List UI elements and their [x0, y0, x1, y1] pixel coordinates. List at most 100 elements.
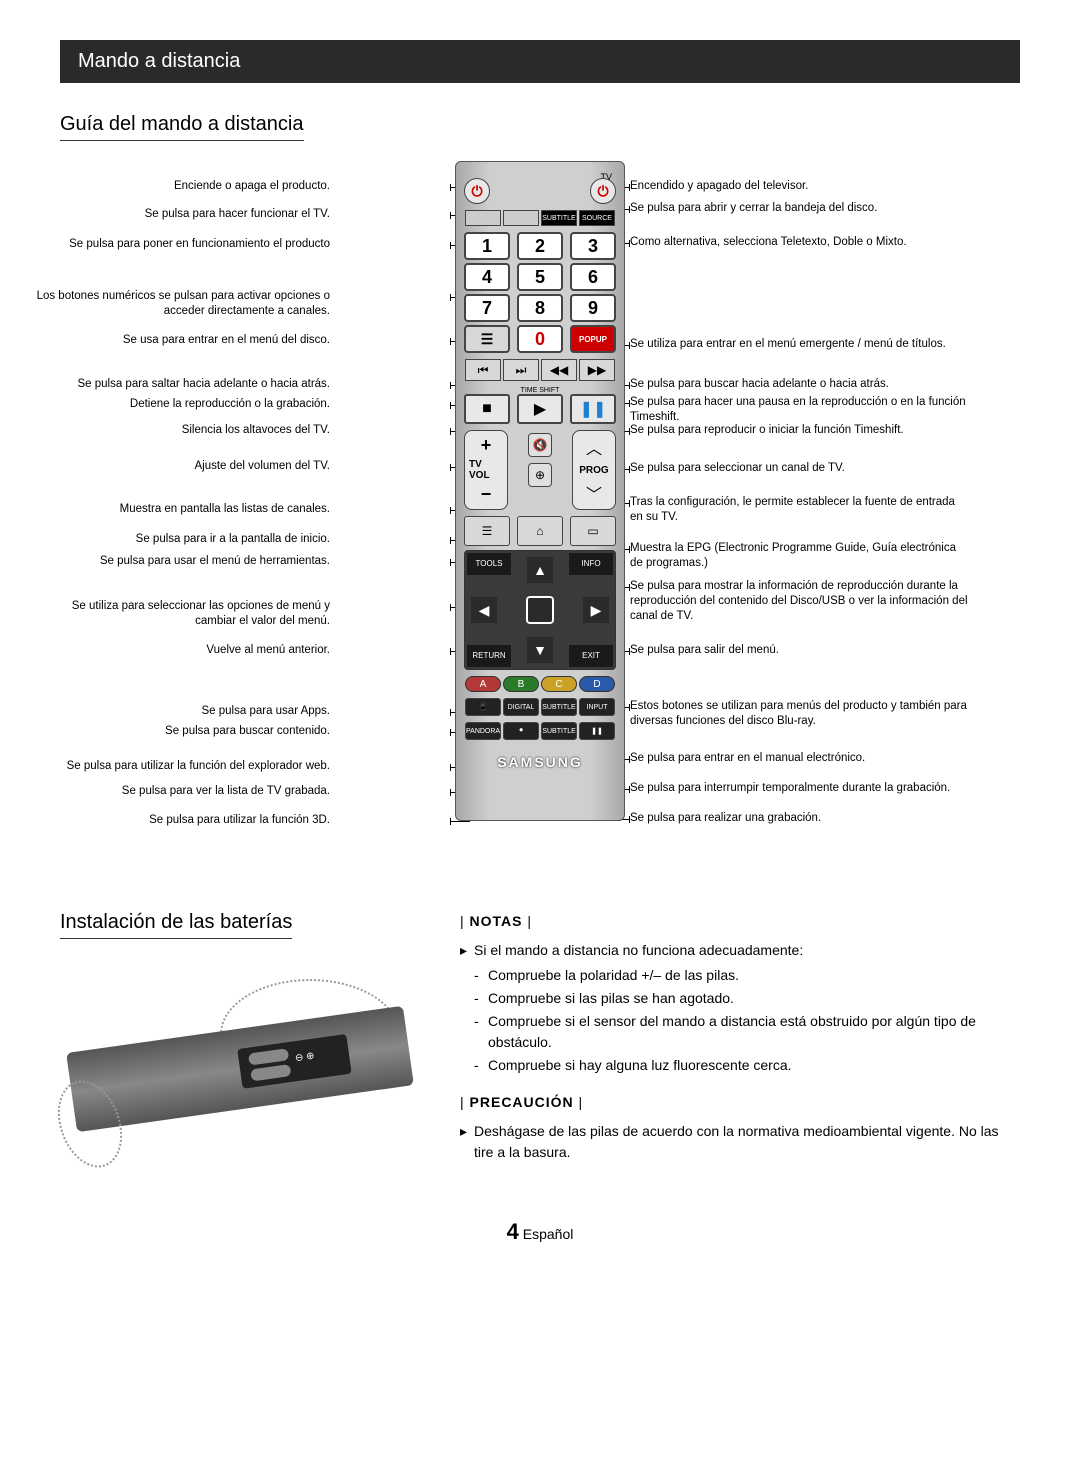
apps-button[interactable]: 📱: [465, 698, 501, 716]
prog-label: PROG: [579, 465, 608, 476]
subtitle-top-button[interactable]: SUBTITLE: [541, 210, 577, 226]
battery-illustration: ⊖ ⊕: [60, 979, 420, 1179]
num-9[interactable]: 9: [570, 294, 616, 322]
dpad-down[interactable]: ▼: [527, 637, 553, 663]
disc-menu-button[interactable]: ☰: [464, 325, 510, 353]
exit-button[interactable]: EXIT: [569, 645, 613, 667]
right-callout: Se pulsa para salir del menú.: [630, 643, 970, 658]
left-callout: Vuelve al menú anterior.: [30, 643, 330, 658]
return-button[interactable]: RETURN: [467, 645, 511, 667]
page-language: Español: [523, 1226, 574, 1242]
stop-button[interactable]: ■: [464, 394, 510, 424]
popup-button[interactable]: POPUP: [570, 325, 616, 353]
left-callout: Se pulsa para hacer funcionar el TV.: [30, 207, 330, 222]
note-item: Compruebe si hay alguna luz fluorescente…: [460, 1055, 1020, 1076]
play-button[interactable]: ▶: [517, 394, 563, 424]
left-callout: Se utiliza para seleccionar las opciones…: [30, 599, 330, 629]
color-b-button[interactable]: B: [503, 676, 539, 692]
rec-pause-button[interactable]: ❚❚: [579, 722, 615, 740]
brand-label: SAMSUNG: [464, 754, 616, 770]
section-title: Mando a distancia: [78, 50, 240, 72]
chlist-button[interactable]: ☰: [464, 516, 510, 546]
left-callout: Se usa para entrar en el menú del disco.: [30, 333, 330, 348]
num-1[interactable]: 1: [464, 232, 510, 260]
notes-header: NOTAS: [460, 911, 1020, 932]
dpad-area: TOOLS INFO RETURN EXIT ▲ ▼ ◀ ▶: [464, 550, 616, 670]
right-callout: Tras la configuración, le permite establ…: [630, 495, 970, 525]
color-a-button[interactable]: A: [465, 676, 501, 692]
sub2-button[interactable]: SUBTITLE: [541, 722, 577, 740]
skip-back-button[interactable]: ⏮: [465, 359, 501, 381]
num-6[interactable]: 6: [570, 263, 616, 291]
tv-power-button[interactable]: ⏻: [590, 178, 616, 204]
right-callout: Estos botones se utilizan para menús del…: [630, 699, 970, 729]
remote-body: TV ⏻ ⏻ SUBTITLE SOURCE 123 456 789 ☰ 0 P…: [455, 161, 625, 821]
num-0[interactable]: 0: [517, 325, 563, 353]
color-c-button[interactable]: C: [541, 676, 577, 692]
right-callout: Encendido y apagado del televisor.: [630, 179, 970, 194]
home-button[interactable]: ⌂: [517, 516, 563, 546]
left-callout: Silencia los altavoces del TV.: [30, 423, 330, 438]
left-callout: Muestra en pantalla las listas de canale…: [30, 502, 330, 517]
skip-fwd-button[interactable]: ⏭: [503, 359, 539, 381]
notes-intro: Si el mando a distancia no funciona adec…: [460, 940, 1020, 961]
left-callout: Se pulsa para poner en funcionamiento el…: [30, 237, 330, 252]
input-button[interactable]: INPUT: [579, 698, 615, 716]
right-callout: Muestra la EPG (Electronic Programme Gui…: [630, 541, 970, 571]
left-callout: Se pulsa para usar el menú de herramient…: [30, 554, 330, 569]
dpad-right[interactable]: ▶: [583, 597, 609, 623]
subtitle-button[interactable]: SUBTITLE: [541, 698, 577, 716]
pause-button[interactable]: ❚❚: [570, 394, 616, 424]
rec-list-button[interactable]: ⏺: [503, 722, 539, 740]
right-callout: Se pulsa para entrar en el manual electr…: [630, 751, 970, 766]
left-callout: Se pulsa para ver la lista de TV grabada…: [30, 784, 330, 799]
right-callout: Se pulsa para buscar hacia adelante o ha…: [630, 377, 970, 392]
left-callout: Se pulsa para utilizar la función del ex…: [30, 759, 330, 774]
left-callout: Se pulsa para saltar hacia adelante o ha…: [30, 377, 330, 392]
left-callout: Se pulsa para usar Apps.: [30, 704, 330, 719]
color-d-button[interactable]: D: [579, 676, 615, 692]
note-item: Compruebe si las pilas se han agotado.: [460, 988, 1020, 1009]
num-7[interactable]: 7: [464, 294, 510, 322]
num-4[interactable]: 4: [464, 263, 510, 291]
num-8[interactable]: 8: [517, 294, 563, 322]
left-callout: Se pulsa para ir a la pantalla de inicio…: [30, 532, 330, 547]
tools-button[interactable]: TOOLS: [467, 553, 511, 575]
dpad-up[interactable]: ▲: [527, 557, 553, 583]
power-button[interactable]: ⏻: [464, 178, 490, 204]
prog-rocker[interactable]: ︿ PROG ﹀: [572, 430, 616, 510]
right-callout: Se pulsa para hacer una pausa en la repr…: [630, 395, 970, 425]
section-title-bar: Mando a distancia: [60, 40, 1020, 83]
left-callout: Se pulsa para utilizar la función 3D.: [30, 813, 330, 828]
digital-button[interactable]: DIGITAL: [503, 698, 539, 716]
left-callout: Enciende o apaga el producto.: [30, 179, 330, 194]
func-button[interactable]: [465, 210, 501, 226]
volume-rocker[interactable]: + TV VOL −: [464, 430, 508, 510]
guide-button[interactable]: ▭: [570, 516, 616, 546]
guide-subtitle: Guía del mando a distancia: [60, 113, 304, 141]
caution-text: Deshágase de las pilas de acuerdo con la…: [460, 1121, 1020, 1163]
dpad-left[interactable]: ◀: [471, 597, 497, 623]
timeshift-label: TIME SHIFT: [464, 387, 616, 394]
info-button[interactable]: INFO: [569, 553, 613, 575]
connector-line: [450, 821, 470, 822]
note-item: Compruebe la polaridad +/– de las pilas.: [460, 965, 1020, 986]
remote-diagram: Enciende o apaga el producto.Se pulsa pa…: [60, 161, 1020, 881]
pandora-button[interactable]: PANDORA: [465, 722, 501, 740]
right-callout: Se pulsa para interrumpir temporalmente …: [630, 781, 970, 796]
num-2[interactable]: 2: [517, 232, 563, 260]
mute-button[interactable]: 🔇: [528, 433, 552, 457]
left-callout: Ajuste del volumen del TV.: [30, 459, 330, 474]
right-callout: Se pulsa para reproducir o iniciar la fu…: [630, 423, 970, 438]
eject-button[interactable]: [503, 210, 539, 226]
num-3[interactable]: 3: [570, 232, 616, 260]
left-callout: Los botones numéricos se pulsan para act…: [30, 289, 330, 319]
dpad-ok[interactable]: [526, 596, 554, 624]
page-number: 4: [507, 1219, 519, 1244]
source-top-button[interactable]: SOURCE: [579, 210, 615, 226]
right-callout: Se pulsa para abrir y cerrar la bandeja …: [630, 201, 970, 216]
ffwd-button[interactable]: ▶▶: [579, 359, 615, 381]
num-5[interactable]: 5: [517, 263, 563, 291]
source-button[interactable]: ⊕: [528, 463, 552, 487]
rewind-button[interactable]: ◀◀: [541, 359, 577, 381]
